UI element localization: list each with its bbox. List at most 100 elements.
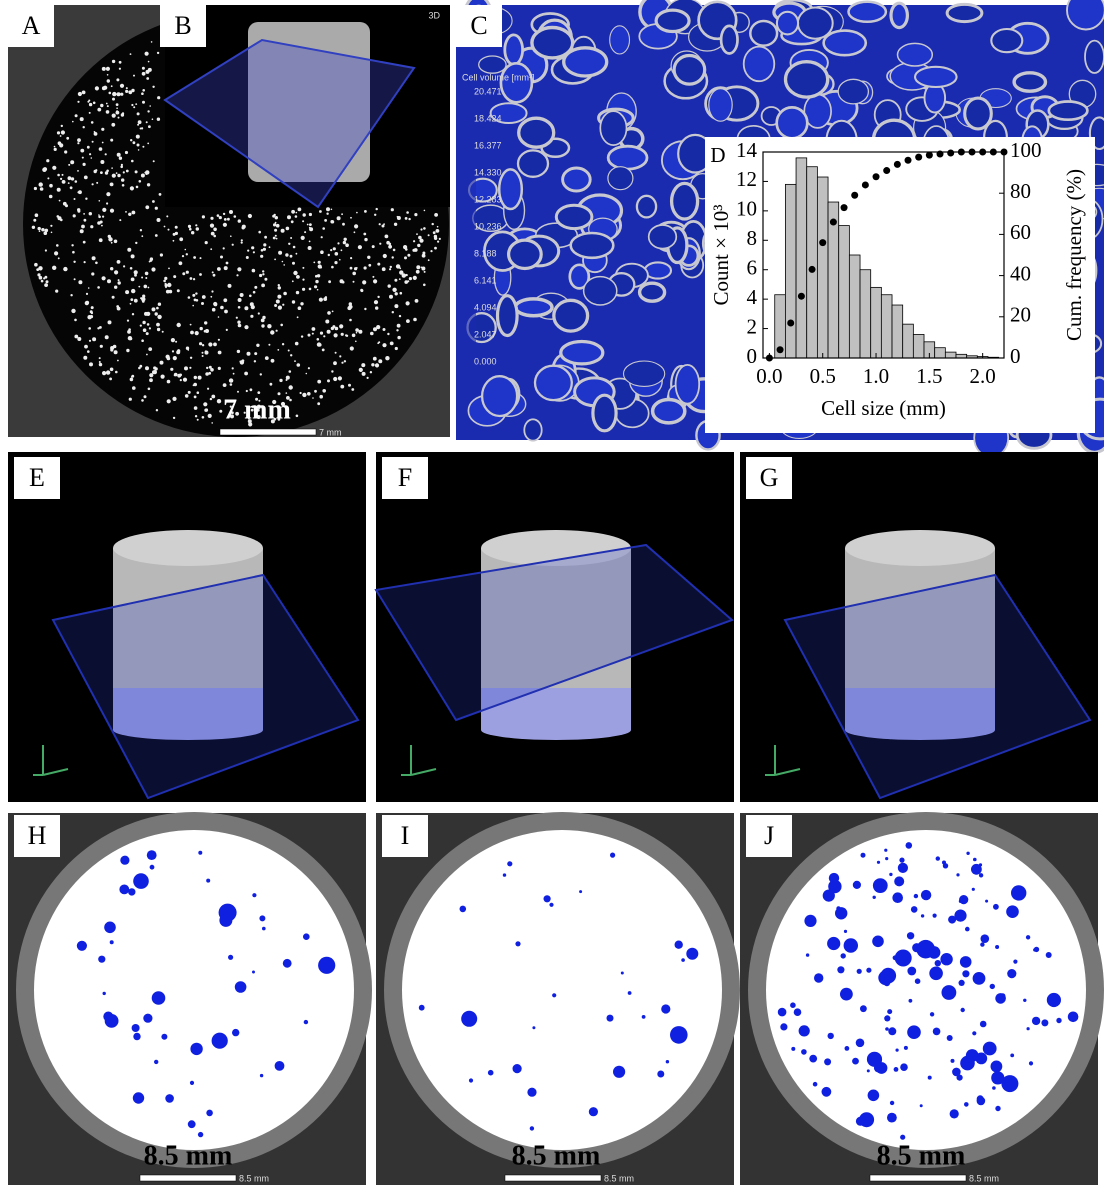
bar xyxy=(912,334,925,359)
pore-dot xyxy=(151,118,154,120)
pore xyxy=(780,1023,788,1031)
cell xyxy=(1084,39,1104,74)
cell xyxy=(837,78,870,105)
sample-area xyxy=(34,830,354,1150)
pore-dot xyxy=(201,355,204,357)
pore-dot xyxy=(210,216,214,220)
pore-dot xyxy=(390,208,394,212)
pore-dot xyxy=(252,290,256,294)
pore-dot xyxy=(313,261,316,264)
pore-dot xyxy=(314,285,318,289)
pore-dot xyxy=(137,149,140,151)
y2-tick-label: 80 xyxy=(1010,179,1031,203)
pore-dot xyxy=(256,415,261,419)
pore-dot xyxy=(146,353,148,356)
pore-dot xyxy=(345,243,349,247)
pore xyxy=(549,902,554,907)
pore-dot xyxy=(247,213,252,219)
pore-dot xyxy=(216,214,220,217)
pore-dot xyxy=(288,242,291,245)
pore-dot xyxy=(147,110,150,113)
pore-dot xyxy=(128,397,132,401)
y-tick-label: 14 xyxy=(736,138,758,162)
cell xyxy=(719,24,739,55)
pore-dot xyxy=(375,207,378,211)
pore-dot xyxy=(154,206,158,210)
pore xyxy=(131,1024,140,1032)
pore-dot xyxy=(182,377,188,382)
pore-dot xyxy=(278,250,283,255)
pore-dot xyxy=(261,324,265,328)
pore-dot xyxy=(423,283,426,287)
x-tick-label: 0.0 xyxy=(756,364,782,388)
pore-dot xyxy=(417,243,421,248)
pore-dot xyxy=(412,275,417,280)
pore xyxy=(940,953,953,966)
pore-dot xyxy=(304,231,307,234)
pore-dot xyxy=(148,347,153,351)
cell xyxy=(489,102,528,124)
pore-dot xyxy=(340,384,345,389)
pore xyxy=(1007,969,1017,979)
pore-dot xyxy=(419,238,424,243)
pore-dot xyxy=(267,324,272,329)
pore-dot xyxy=(146,183,151,187)
pore-dot xyxy=(358,329,363,334)
pore xyxy=(876,860,881,864)
pore xyxy=(856,968,862,974)
pore-dot xyxy=(260,318,265,323)
pore-dot xyxy=(112,91,117,97)
pore xyxy=(681,958,685,962)
pore-dot xyxy=(319,331,324,335)
pore-dot xyxy=(45,280,49,284)
pore-dot xyxy=(143,284,148,289)
pore xyxy=(468,1078,474,1083)
pore xyxy=(935,856,940,861)
pore xyxy=(942,863,949,869)
pore-dot xyxy=(157,96,161,100)
pore xyxy=(972,972,986,985)
pore-dot xyxy=(129,186,134,191)
pore-dot xyxy=(274,228,278,232)
pore-dot xyxy=(88,102,93,107)
plane-b xyxy=(163,38,416,209)
pore-dot xyxy=(31,225,36,229)
pore-dot xyxy=(293,270,298,276)
pore-dot xyxy=(178,261,183,266)
pore-dot xyxy=(241,359,245,363)
pore-dot xyxy=(195,227,199,231)
pore-dot xyxy=(115,103,119,106)
pore xyxy=(1001,1075,1019,1093)
pore xyxy=(552,993,557,998)
pore-dot xyxy=(433,234,438,239)
pore-dot xyxy=(74,180,78,183)
pore-dot xyxy=(146,77,150,80)
sample-area xyxy=(766,830,1086,1150)
pore-dot xyxy=(145,332,149,336)
pore-dot xyxy=(115,370,118,374)
pore-dot xyxy=(290,354,293,357)
pore-dot xyxy=(306,223,309,226)
pore-dot xyxy=(91,140,94,143)
pore-dot xyxy=(211,422,213,424)
pore-dot xyxy=(156,117,161,121)
cell xyxy=(749,19,779,47)
pore xyxy=(991,1071,1005,1085)
pore-dot xyxy=(237,323,242,328)
pore-dot xyxy=(213,302,218,307)
pore xyxy=(777,1007,787,1017)
cell xyxy=(635,194,658,219)
pore-dot xyxy=(349,346,354,351)
pore-dot xyxy=(216,399,222,404)
pore-dot xyxy=(201,215,205,219)
pore-dot xyxy=(93,132,98,136)
pore xyxy=(929,1012,935,1017)
pore-dot xyxy=(323,335,326,338)
pore-dot xyxy=(296,316,299,319)
pore-dot xyxy=(288,385,293,390)
pore-dot xyxy=(59,135,62,137)
pore-dot xyxy=(394,346,398,351)
cell xyxy=(796,6,834,40)
pore xyxy=(801,1049,807,1055)
pore-dot xyxy=(273,213,276,217)
